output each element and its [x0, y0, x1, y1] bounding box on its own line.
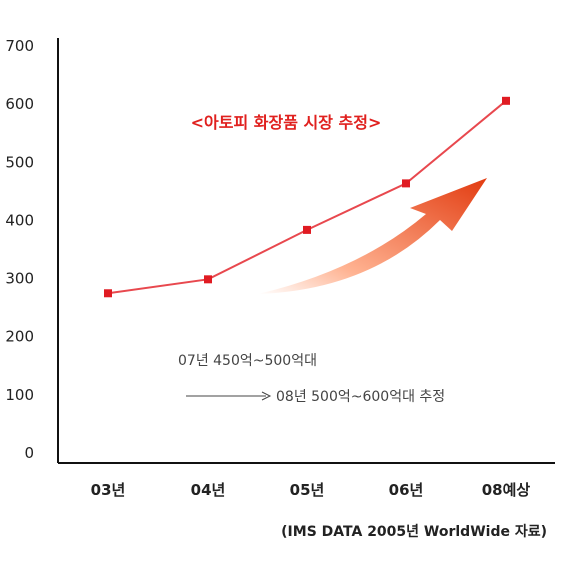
y-tick-labels: 0 100 200 300 400 500 600 700	[5, 37, 34, 462]
data-point-marker	[204, 275, 212, 284]
data-point-marker	[104, 289, 112, 298]
data-point-marker	[502, 96, 510, 105]
x-tick-label: 06년	[389, 481, 424, 499]
x-tick-label: 03년	[91, 481, 126, 499]
source-note: (IMS DATA 2005년 WorldWide 자료)	[281, 524, 547, 540]
x-tick-label: 04년	[191, 481, 226, 499]
x-tick-label: 08예상	[482, 481, 531, 499]
y-tick-label: 200	[5, 328, 34, 346]
data-point-marker	[402, 179, 410, 188]
trend-arrow-icon	[258, 178, 487, 294]
data-point-marker	[303, 225, 311, 234]
y-tick-label: 400	[5, 211, 34, 229]
y-tick-label: 300	[5, 270, 34, 288]
y-tick-label: 100	[5, 386, 34, 404]
y-tick-label: 600	[5, 95, 34, 113]
annotation-line-1: 07년 450억~500억대	[178, 353, 317, 369]
y-tick-label: 0	[24, 444, 34, 462]
y-tick-label: 700	[5, 37, 34, 55]
data-series	[104, 96, 510, 298]
chart-title: <아토피 화장품 시장 추정>	[191, 113, 382, 132]
x-tick-labels: 03년 04년 05년 06년 08예상	[91, 481, 531, 499]
y-tick-label: 500	[5, 153, 34, 171]
annotation-line-2: 08년 500억~600억대 추정	[276, 389, 445, 405]
annotation-arrow-head-icon	[261, 391, 272, 401]
x-tick-label: 05년	[290, 481, 325, 499]
